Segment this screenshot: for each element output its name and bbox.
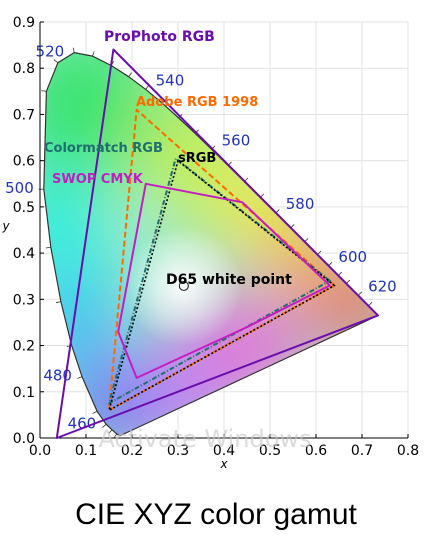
chart-title: CIE XYZ color gamut (0, 498, 432, 532)
y-axis-label: y (1, 219, 10, 233)
locus-tick (73, 48, 74, 53)
fill-blob (31, 276, 123, 368)
locus-tick (41, 91, 46, 92)
locus-tick (56, 302, 61, 303)
y-tick-label: 0.6 (13, 154, 35, 170)
locus-tick (77, 377, 82, 379)
wavelength-label: 500 (5, 179, 34, 197)
wavelength-label: 460 (68, 414, 97, 432)
label-swop-cmyk: SWOP CMYK (52, 172, 144, 187)
y-tick-label: 0.1 (13, 385, 35, 401)
y-tick-label: 0.3 (13, 292, 35, 308)
x-tick-label: 0.7 (351, 443, 373, 459)
label-srgb: sRGB (178, 151, 216, 166)
x-tick-label: 0.1 (75, 443, 97, 459)
fill-blob (316, 263, 399, 346)
label-colormatch-rgb: Colormatch RGB (44, 141, 163, 156)
y-tick-label: 0.7 (13, 107, 35, 123)
locus-tick (93, 51, 95, 56)
wavelength-label: 560 (222, 131, 251, 149)
y-tick-label: 0.2 (13, 339, 35, 355)
label-prophoto-rgb: ProPhoto RGB (104, 29, 215, 45)
y-tick-label: 0.5 (13, 200, 35, 216)
label-d65-white-point: D65 white point (166, 272, 292, 288)
locus-tick (129, 73, 132, 77)
y-tick-label: 0.9 (13, 15, 35, 31)
y-tick-label: 0.0 (13, 431, 35, 447)
x-tick-label: 0.8 (397, 443, 419, 459)
y-tick-label: 0.4 (13, 246, 35, 262)
watermark-text: Activate Windows (98, 425, 311, 453)
label-adobe-rgb-1998: Adobe RGB 1998 (136, 95, 258, 110)
wavelength-label: 540 (156, 71, 185, 89)
wavelength-label: 600 (338, 248, 367, 266)
locus-tick (46, 247, 51, 248)
locus-tick (93, 411, 97, 413)
x-axis-label: x (219, 457, 228, 471)
wavelength-label: 620 (368, 277, 397, 295)
y-tick-label: 0.8 (13, 61, 35, 77)
wavelength-label: 580 (286, 195, 315, 213)
locus-tick (146, 85, 149, 89)
